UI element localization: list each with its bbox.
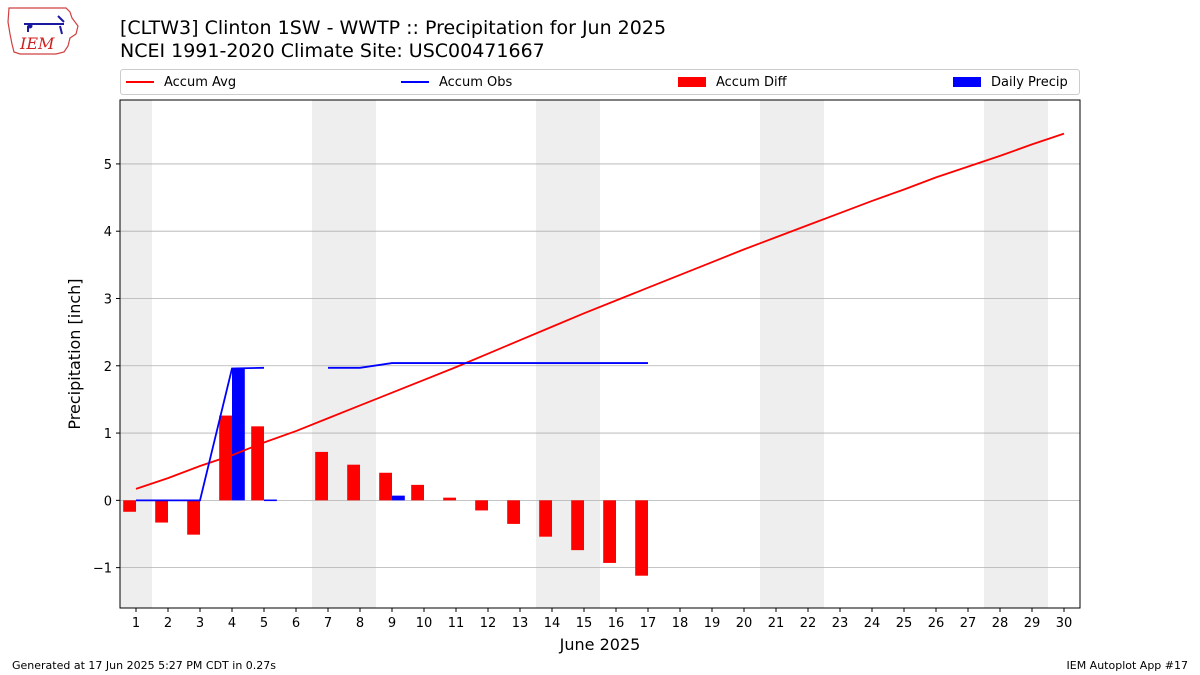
- iowa-state-outline-icon: [7, 7, 79, 55]
- generated-timestamp: Generated at 17 Jun 2025 5:27 PM CDT in …: [12, 659, 277, 672]
- x-tick-label: 12: [480, 616, 497, 631]
- x-tick-label: 14: [544, 616, 561, 631]
- accum-obs-line-segment-2: [328, 362, 648, 369]
- chart-title: [CLTW3] Clinton 1SW - WWTP :: Precipitat…: [120, 17, 667, 39]
- weekend-band-22: [792, 100, 824, 608]
- x-tick-label: 8: [356, 616, 364, 631]
- accum-diff-bar: [571, 500, 584, 551]
- accum-lines: [135, 132, 1065, 502]
- x-tick-label: 1: [132, 616, 140, 631]
- x-tick-label: 24: [864, 616, 881, 631]
- legend-item-accum-diff: Accum Diff: [678, 70, 787, 94]
- legend-swatch-accum-avg: [126, 81, 154, 83]
- x-tick-label: 26: [928, 616, 945, 631]
- x-tick-label: 13: [512, 616, 529, 631]
- legend-label-accum-obs: Accum Obs: [439, 74, 513, 90]
- weekend-band-29: [1016, 100, 1048, 608]
- accum-diff-bar: [475, 500, 488, 511]
- accum-diff-bar: [155, 500, 168, 523]
- legend-swatch-daily-precip: [953, 77, 981, 87]
- y-tick-label: 5: [104, 158, 112, 173]
- accum-diff-bar: [347, 464, 360, 501]
- legend-label-accum-avg: Accum Avg: [164, 74, 237, 90]
- x-tick-label: 25: [896, 616, 913, 631]
- legend-item-accum-obs: Accum Obs: [401, 70, 512, 94]
- legend-item-daily-precip: Daily Precip: [953, 70, 1068, 94]
- accum-diff-bar: [123, 500, 136, 512]
- y-tick-label: 0: [104, 494, 112, 509]
- accum-obs-line-segment-1: [136, 366, 265, 502]
- weekend-band-1: [120, 100, 152, 608]
- x-tick-label: 19: [704, 616, 721, 631]
- logo-text: IEM: [19, 34, 55, 53]
- y-axis-ticks: −1 0 1 2 3 4 5: [93, 158, 120, 577]
- legend-swatch-accum-diff: [678, 77, 706, 87]
- x-tick-label: 27: [960, 616, 977, 631]
- x-tick-label: 16: [608, 616, 625, 631]
- y-tick-label: 2: [104, 360, 112, 375]
- x-tick-label: 9: [388, 616, 396, 631]
- y-tick-label: −1: [93, 562, 112, 577]
- accum-diff-bar: [379, 472, 392, 501]
- x-tick-label: 7: [324, 616, 332, 631]
- legend-label-accum-diff: Accum Diff: [716, 74, 787, 90]
- x-tick-label: 23: [832, 616, 849, 631]
- plot-frame: [119, 99, 1081, 609]
- app-credit: IEM Autoplot App #17: [1066, 659, 1189, 672]
- weekend-band-21: [760, 100, 792, 608]
- x-tick-label: 4: [228, 616, 236, 631]
- x-tick-label: 30: [1056, 616, 1073, 631]
- iem-logo: IEM: [7, 7, 79, 55]
- weekend-band-7: [312, 100, 344, 608]
- x-tick-label: 3: [196, 616, 204, 631]
- accum-diff-bar: [251, 426, 264, 501]
- x-tick-label: 11: [448, 616, 465, 631]
- accum-avg-line: [135, 132, 1065, 490]
- weekend-band-28: [984, 100, 1016, 608]
- accum-diff-bar: [187, 500, 200, 535]
- y-tick-label: 1: [104, 427, 112, 442]
- accum-diff-bar: [507, 500, 520, 524]
- x-axis-ticks: 1 2 3 4 5 6 7 8 9 10 11 12 13 14 15 16 17 18 19 20 21 22 23 24 2…: [132, 608, 1072, 631]
- weather-station-icon: [24, 15, 65, 35]
- accum-diff-bar: [315, 451, 328, 501]
- grid-lines: [120, 163, 1080, 569]
- x-tick-label: 6: [292, 616, 300, 631]
- accum-diff-bar: [411, 484, 424, 501]
- x-tick-label: 2: [164, 616, 172, 631]
- x-tick-label: 5: [260, 616, 268, 631]
- accum-diff-bars: [123, 415, 648, 576]
- accum-diff-bar: [539, 500, 552, 537]
- weekend-shading: [120, 100, 1048, 608]
- daily-precip-bar: [392, 495, 405, 501]
- y-tick-label: 4: [104, 225, 112, 240]
- x-tick-label: 17: [640, 616, 657, 631]
- legend-item-accum-avg: Accum Avg: [126, 70, 236, 94]
- chart-subtitle: NCEI 1991-2020 Climate Site: USC00471667: [120, 40, 545, 62]
- x-tick-label: 10: [416, 616, 433, 631]
- y-tick-label: 3: [104, 292, 112, 307]
- accum-diff-bar: [603, 500, 616, 563]
- x-tick-label: 22: [800, 616, 817, 631]
- accum-diff-bar: [443, 497, 456, 501]
- x-tick-label: 28: [992, 616, 1009, 631]
- weekend-band-8: [344, 100, 376, 608]
- x-tick-label: 20: [736, 616, 753, 631]
- daily-precip-bar: [232, 368, 245, 501]
- chart-legend: Accum Avg Accum Obs Accum Diff Daily Pre…: [120, 69, 1080, 95]
- accum-diff-bar: [635, 500, 648, 576]
- legend-label-daily-precip: Daily Precip: [991, 74, 1068, 90]
- x-tick-label: 15: [576, 616, 593, 631]
- x-tick-label: 18: [672, 616, 689, 631]
- y-axis-label: Precipitation [inch]: [65, 278, 84, 429]
- x-tick-label: 29: [1024, 616, 1041, 631]
- x-axis-label: June 2025: [559, 635, 641, 654]
- x-tick-label: 21: [768, 616, 785, 631]
- legend-swatch-accum-obs: [401, 81, 429, 83]
